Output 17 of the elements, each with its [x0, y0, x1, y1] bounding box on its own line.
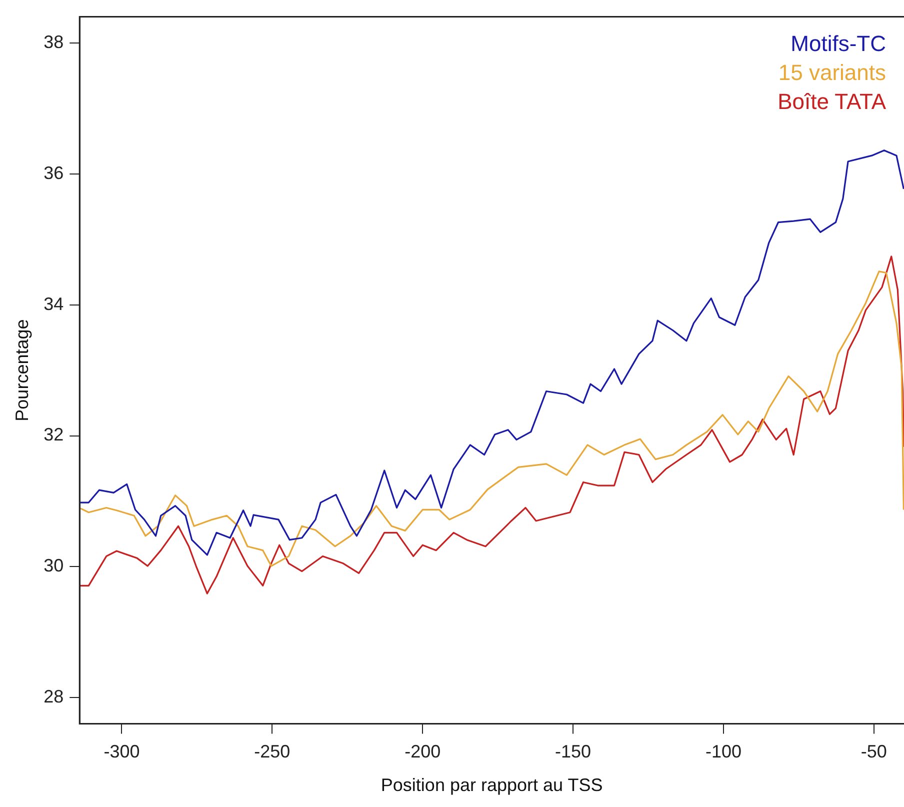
- y-tick-label: 30: [44, 556, 64, 576]
- text: Boîte TATA: [778, 88, 886, 114]
- x-tick-label: -200: [404, 742, 441, 762]
- y-tick-label: 36: [44, 162, 64, 183]
- x-axis-title: Position par rapport au TSS: [380, 775, 603, 796]
- x-tick-label: -250: [254, 742, 290, 762]
- y-tick-label: 32: [44, 424, 64, 445]
- y-axis-title: Pourcentage: [12, 319, 32, 422]
- x-tick-label: -100: [705, 742, 742, 762]
- y-tick-label: 38: [44, 32, 64, 52]
- y-tick-label: 28: [44, 686, 64, 707]
- text: Motifs-TC: [790, 30, 886, 56]
- x-tick-label: -50: [860, 742, 887, 762]
- x-tick-label: -150: [555, 742, 592, 762]
- text: 15 variants: [778, 60, 886, 85]
- x-tick-label: -300: [104, 742, 140, 762]
- y-tick-label: 34: [44, 294, 64, 314]
